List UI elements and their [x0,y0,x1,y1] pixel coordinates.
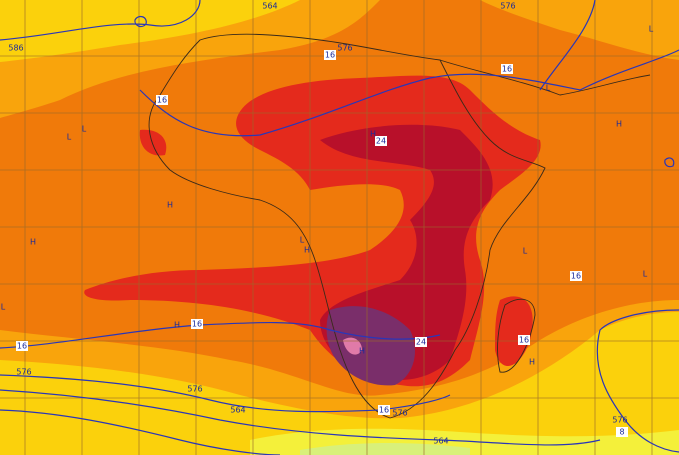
label-box [324,50,336,60]
warm-zone [480,0,679,60]
label-box [16,341,28,351]
contour-label: 16 [192,320,202,329]
contour-label: 576 [337,44,352,53]
pressure-label: H [529,358,535,367]
contour-label: 586 [8,44,23,53]
mild-zone [0,0,300,62]
label-box [191,319,203,329]
cool-zone [300,443,470,455]
pressure-label: L [523,247,528,256]
contour-label: 16 [519,336,529,345]
label-box [156,95,168,105]
contour-label: 8 [619,428,624,437]
pressure-label: H [359,347,365,356]
pressure-label: H [167,201,173,210]
contour-label: 564 [433,437,448,446]
pressure-label: L [649,25,654,34]
coastline [497,298,536,373]
peak-zone [343,337,362,355]
hot-zone [139,129,167,156]
hot-zone [495,296,533,367]
contour-label: 576 [612,416,627,425]
pressure-label: L [300,236,305,245]
contour-label: 16 [325,51,335,60]
extreme-zone [326,306,415,386]
pressure-label: L [1,303,6,312]
pressure-label: H [174,321,180,330]
coastline [148,33,546,419]
pressure-label: L [546,84,551,93]
contour-label: 564 [262,2,277,11]
contour-label: 576 [187,385,202,394]
label-box [616,427,628,437]
pressure-label: H [370,130,376,139]
contour-label: 16 [379,406,389,415]
mild-zone [0,312,679,455]
contour-label: 16 [17,342,27,351]
pressure-label: H [304,246,310,255]
contour-label: 576 [16,368,31,377]
contour-label: 24 [416,338,426,347]
pressure-label: L [82,125,87,134]
label-box [570,271,582,281]
pressure-label: L [67,133,72,142]
label-box [415,337,427,347]
contour-label: 576 [500,2,515,11]
contour-label: 576 [392,409,407,418]
pressure-label: H [30,238,36,247]
coastline [439,59,651,96]
label-box [378,405,390,415]
contour-label: 16 [571,272,581,281]
label-box [375,136,387,146]
pressure-label: L [643,270,648,279]
label-box [501,64,513,74]
pressure-label: H [616,120,622,129]
contour-label: 16 [157,96,167,105]
contour-label: 24 [376,137,386,146]
contour-label: 16 [502,65,512,74]
label-box [518,335,530,345]
contour-label: 564 [230,406,245,415]
